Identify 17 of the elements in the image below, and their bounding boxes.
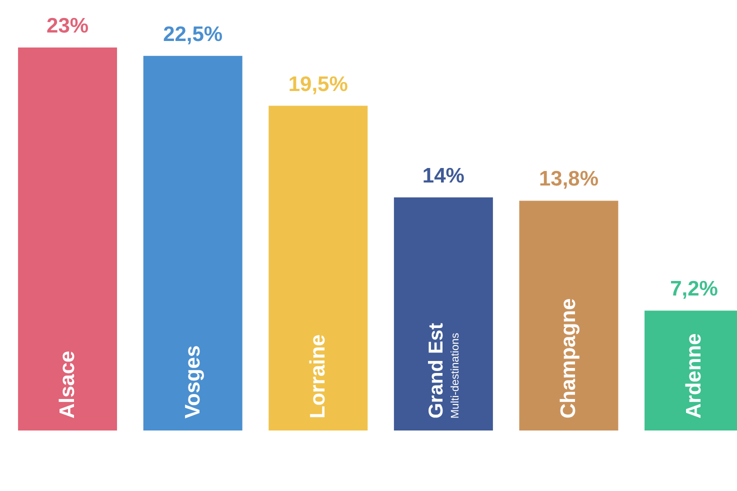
x-tick-label: Alsace bbox=[56, 350, 80, 418]
x-tick-label: Champagne bbox=[557, 298, 580, 418]
data-label: 19,5% bbox=[288, 72, 348, 96]
x-tick-label: Ardenne bbox=[682, 333, 706, 418]
data-label: 13,8% bbox=[538, 168, 599, 191]
data-label: 7,2% bbox=[670, 278, 718, 301]
bar bbox=[18, 48, 118, 430]
x-tick-label: Grand Est Multi-destinations bbox=[425, 322, 462, 418]
bar bbox=[143, 56, 242, 430]
x-tick-label: Vosges bbox=[181, 345, 204, 418]
data-label: 23% bbox=[46, 14, 89, 38]
bar bbox=[519, 200, 618, 430]
bar bbox=[394, 197, 493, 430]
data-label: 14% bbox=[422, 164, 465, 188]
data-label: 22,5% bbox=[163, 22, 223, 46]
x-tick-label: Lorraine bbox=[306, 334, 330, 418]
bar bbox=[268, 106, 368, 430]
